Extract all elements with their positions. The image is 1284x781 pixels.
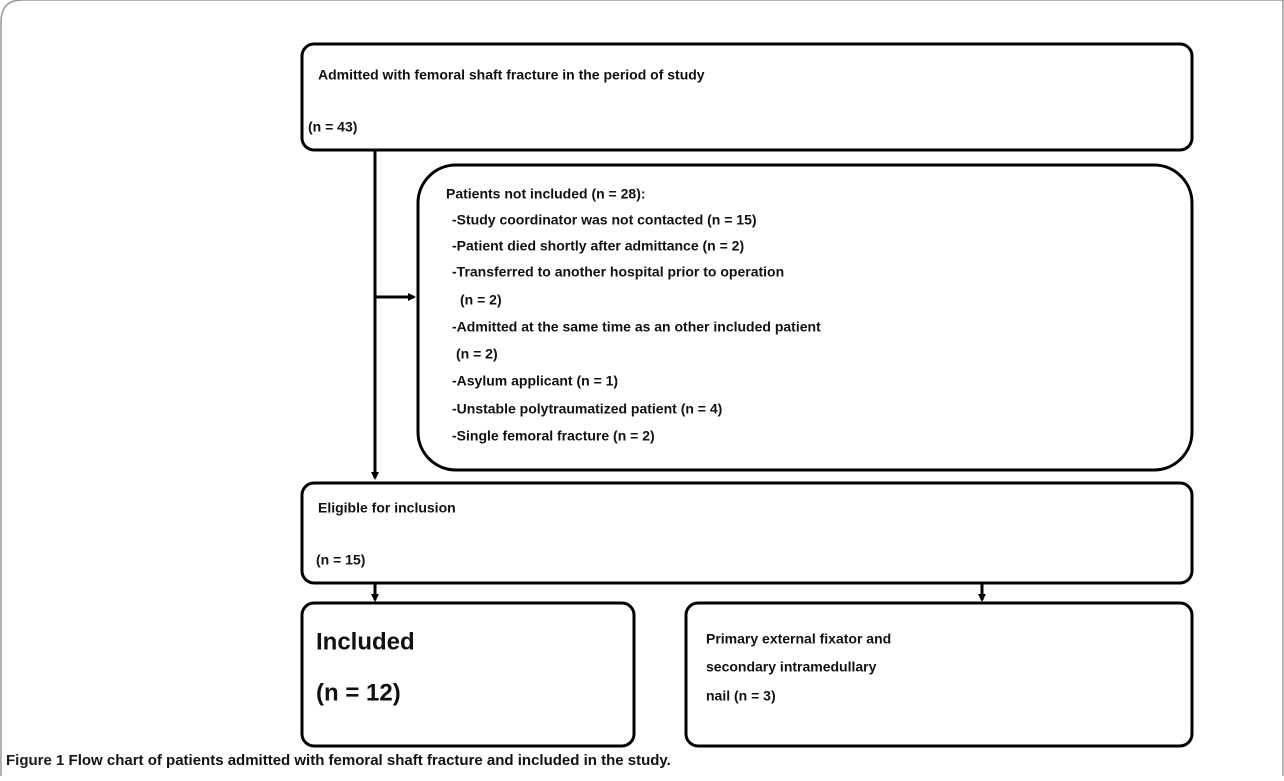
node-text: Eligible for inclusion [318,500,456,516]
node-text: (n = 15) [316,552,365,568]
node-text: (n = 12) [316,679,401,706]
box-eligible [300,481,1194,585]
node-text: -Patient died shortly after admittance (… [452,238,744,254]
caption: Figure 1 Flow chart of patients admitted… [6,752,671,769]
node-text: -Unstable polytraumatized patient (n = 4… [452,401,722,417]
node-text: Included [316,628,415,655]
caption-label: Figure 1 [6,752,64,769]
caption-text: Flow chart of patients admitted with fem… [69,752,671,769]
node-text: Primary external fixator and [706,631,891,647]
node-text: -Transferred to another hospital prior t… [452,264,784,280]
node-text: secondary intramedullary [706,659,877,675]
node-text: (n = 43) [308,119,357,135]
box-fixator [684,601,1194,748]
node-text: -Admitted at the same time as an other i… [452,319,821,335]
node-text: -Single femoral fracture (n = 2) [452,428,655,444]
box-admitted [300,42,1194,152]
box-included [300,601,636,748]
box-excluded [416,163,1194,472]
node-text: -Asylum applicant (n = 1) [452,373,618,389]
node-text: nail (n = 3) [706,688,776,704]
node-text: Patients not included (n = 28): [446,186,646,202]
node-text: (n = 2) [456,346,498,362]
node-text: Admitted with femoral shaft fracture in … [318,67,705,83]
node-text: -Study coordinator was not contacted (n … [452,212,757,228]
node-text: (n = 2) [460,292,502,308]
